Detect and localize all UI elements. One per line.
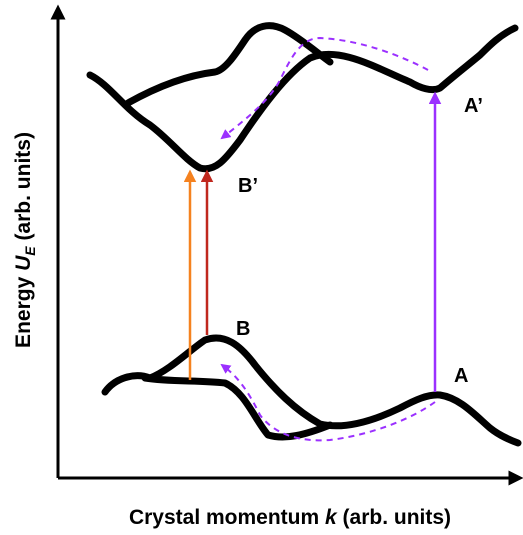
y-axis-label-prefix: Energy: [12, 271, 35, 348]
y-axis-label-subscript: E: [22, 246, 38, 256]
x-axis-label-prefix: Crystal momentum: [129, 506, 325, 529]
dashed-path-upper: [220, 36, 429, 140]
y-axis-label-suffix: (arb. units): [12, 132, 35, 246]
label-a-prime: A’: [464, 95, 483, 117]
upper-band-curve-1: [86, 24, 519, 173]
label-a: A: [454, 365, 468, 387]
dashed-path-lower: [220, 363, 436, 442]
label-b: B: [236, 318, 250, 340]
y-axis-label: Energy UE (arb. units): [12, 132, 38, 348]
lower-band-curve-2: [141, 374, 334, 441]
x-axis-label: Crystal momentum k (arb. units): [129, 506, 451, 529]
x-axis-label-suffix: (arb. units): [337, 506, 451, 529]
y-axis-label-variable: U: [12, 255, 35, 271]
x-axis-label-variable: k: [325, 506, 338, 529]
label-b-prime: B’: [238, 175, 258, 197]
lower-band-curve-1: [101, 334, 522, 447]
upper-band-curve-2: [124, 22, 334, 107]
